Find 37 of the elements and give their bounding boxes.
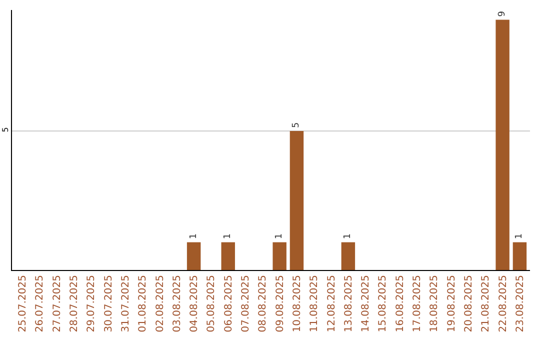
x-tick-label: 25.07.2025 (18, 275, 29, 332)
x-tick-label: 26.07.2025 (34, 275, 46, 332)
x-tick-label: 19.08.2025 (446, 275, 458, 332)
data-label: 1 (223, 233, 234, 240)
data-label: 1 (514, 233, 525, 240)
x-tick-label: 13.08.2025 (343, 275, 354, 332)
data-label: 1 (343, 233, 354, 240)
x-tick-label: 18.08.2025 (429, 275, 440, 332)
x-tick-label: 29.07.2025 (86, 275, 98, 332)
x-tick-label: 06.08.2025 (223, 275, 234, 332)
x-tick-label: 11.08.2025 (309, 275, 320, 332)
x-tick-label: 03.08.2025 (172, 275, 183, 332)
x-tick-label: 30.07.2025 (103, 275, 114, 332)
x-tick-label: 05.08.2025 (206, 275, 218, 332)
data-label: 9 (498, 10, 508, 17)
x-tick-label: 09.08.2025 (274, 275, 286, 332)
x-tick-label: 04.08.2025 (189, 275, 200, 332)
x-tick-label: 01.08.2025 (138, 275, 149, 332)
x-tick-label: 22.08.2025 (498, 275, 509, 332)
x-tick-label: 21.08.2025 (480, 275, 492, 332)
x-tick-label: 16.08.2025 (394, 275, 406, 332)
data-label: 1 (274, 233, 285, 240)
x-tick-label: 20.08.2025 (464, 275, 474, 332)
x-tick-label: 08.08.2025 (258, 275, 269, 332)
x-tick-label: 23.08.2025 (514, 275, 526, 332)
x-tick-label: 02.08.2025 (154, 275, 166, 332)
x-tick-label: 07.08.2025 (240, 275, 252, 332)
x-tick-label: 12.08.2025 (326, 275, 338, 332)
x-tick-label: 10.08.2025 (292, 275, 303, 332)
x-tick-label: 15.08.2025 (378, 275, 389, 332)
x-tick-label: 14.08.2025 (360, 275, 372, 332)
x-tick-label: 28.07.2025 (69, 275, 80, 332)
data-label: 1 (188, 233, 199, 240)
x-tick-label: 27.07.2025 (52, 275, 63, 332)
x-tick-label: 17.08.2025 (412, 275, 424, 332)
data-label: 5 (292, 122, 302, 128)
x-tick-label: 31.07.2025 (120, 275, 132, 332)
